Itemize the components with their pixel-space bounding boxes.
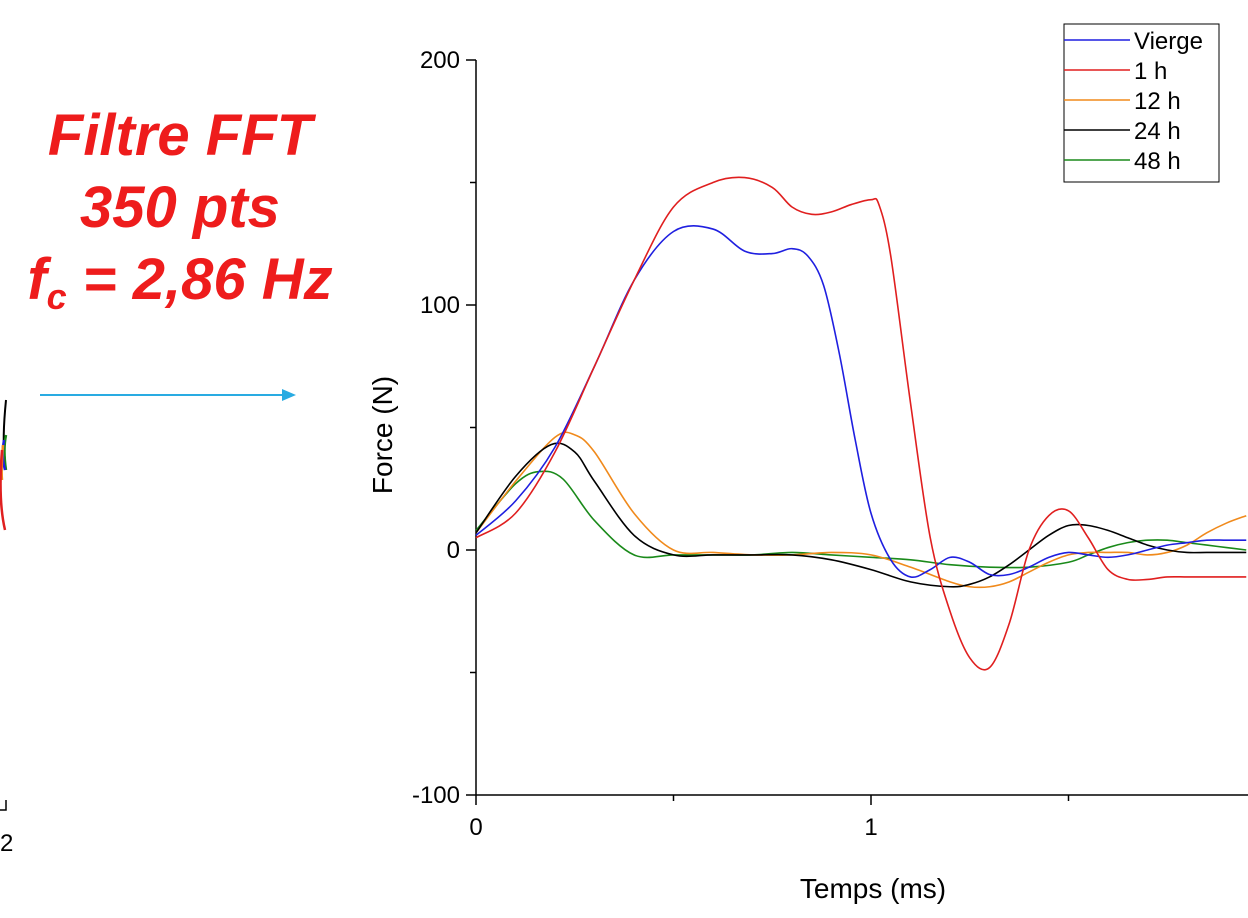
y-tick-label: 200 [420, 47, 460, 74]
legend-label: 24 h [1134, 118, 1181, 145]
legend-box [1063, 23, 1220, 183]
annotation-fc-value: = 2,86 Hz [66, 247, 333, 312]
series-layer [475, 176, 1247, 671]
legend-label: 1 h [1134, 58, 1167, 85]
series-line-48-h [475, 470, 1247, 569]
y-tick-label: 100 [420, 292, 460, 319]
filter-annotation: Filtre FFT 350 pts fc = 2,86 Hz [0, 100, 360, 316]
annotation-line-1: Filtre FFT [47, 103, 313, 168]
annotation-line-2: 350 pts [80, 175, 280, 240]
y-tick-label: -100 [412, 782, 460, 809]
series-line-vierge [475, 225, 1247, 579]
axes: -100 0 100 200 0 1 Temps (ms) Force (N) [367, 47, 1248, 904]
annotation-fc-symbol: f [27, 247, 47, 312]
left-cropped-chart-fragment: 2 [0, 399, 13, 857]
x-axis-title: Temps (ms) [800, 873, 946, 904]
series-line-24-h [475, 442, 1247, 588]
x-tick-label: 0 [469, 814, 482, 841]
y-axis-title: Force (N) [367, 376, 398, 494]
annotation-fc-subscript: c [46, 276, 67, 317]
annotation-line-3: fc = 2,86 Hz [0, 244, 360, 316]
arrow [40, 389, 296, 401]
legend-label: 12 h [1134, 88, 1181, 115]
series-line-1-h [475, 176, 1247, 671]
x-tick-label: 1 [864, 814, 877, 841]
legend-label: 48 h [1134, 148, 1181, 175]
y-tick-label: 0 [447, 537, 460, 564]
left-fragment-tick-label: 2 [0, 830, 13, 857]
legend-label: Vierge [1134, 28, 1203, 55]
series-line-12-h [475, 431, 1247, 589]
legend: Vierge 1 h 12 h 24 h 48 h [1063, 23, 1220, 183]
